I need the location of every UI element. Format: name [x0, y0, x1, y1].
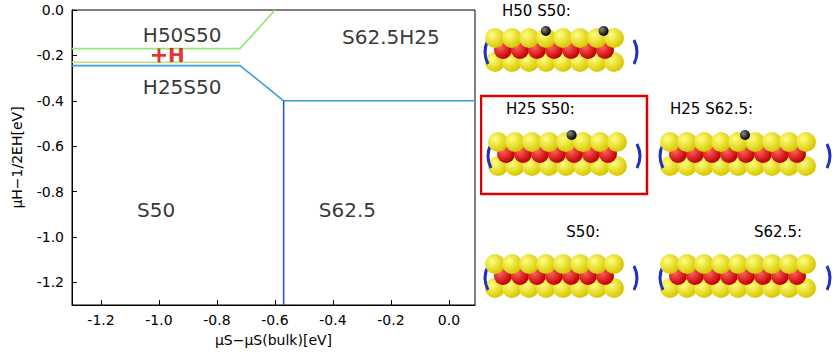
svg-text:-1.0: -1.0	[37, 229, 64, 245]
svg-text:-1.0: -1.0	[145, 312, 172, 328]
svg-text:S50: S50	[137, 198, 175, 222]
svg-text:H50 S50:: H50 S50:	[502, 2, 571, 20]
svg-text:-0.6: -0.6	[261, 312, 288, 328]
svg-text:H25 S50:: H25 S50:	[506, 100, 575, 118]
svg-text:H50S50: H50S50	[142, 23, 222, 47]
svg-text:S62.5H25: S62.5H25	[342, 25, 440, 49]
svg-text:-0.8: -0.8	[37, 184, 64, 200]
svg-text:-1.2: -1.2	[37, 274, 64, 290]
svg-text:S62.5: S62.5	[319, 198, 376, 222]
svg-text:H25 S62.5:: H25 S62.5:	[670, 100, 753, 118]
svg-text:μS−μS(bulk)[eV]: μS−μS(bulk)[eV]	[215, 332, 332, 348]
svg-text:S62.5:: S62.5:	[754, 223, 802, 241]
svg-text:-0.2: -0.2	[377, 312, 404, 328]
svg-text:-0.4: -0.4	[37, 93, 64, 109]
svg-text:μH−1/2EH[eV]: μH−1/2EH[eV]	[9, 106, 25, 208]
svg-text:-0.8: -0.8	[203, 312, 230, 328]
svg-text:H25S50: H25S50	[143, 75, 222, 99]
svg-text:0.0: 0.0	[438, 312, 460, 328]
svg-text:-0.6: -0.6	[37, 138, 64, 154]
svg-text:-1.2: -1.2	[87, 312, 114, 328]
svg-text:0.0: 0.0	[42, 2, 64, 18]
svg-text:-0.4: -0.4	[319, 312, 346, 328]
svg-text:-0.2: -0.2	[37, 47, 64, 63]
svg-text:H: H	[168, 43, 185, 67]
svg-text:S50:: S50:	[566, 223, 600, 241]
